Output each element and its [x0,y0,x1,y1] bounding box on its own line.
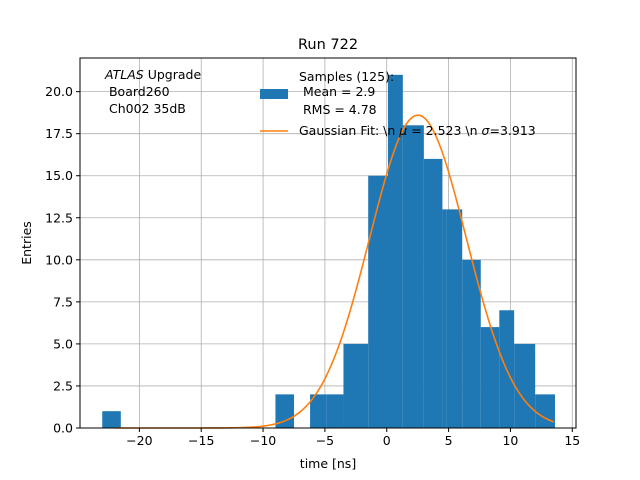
y-tick-label: 0.0 [53,421,73,436]
plot-frame [79,57,577,429]
legend-samples-rms: RMS = 4.78 [299,102,377,117]
histogram-bar [402,125,424,428]
histogram-bar [310,394,327,428]
histogram-bar [343,343,369,428]
histogram-bar [423,158,443,428]
atlas-annotation: ATLAS Upgrade Board260 Ch002 35dB [104,67,201,116]
y-tick-label: 12.5 [45,210,73,225]
legend-fit-mu: μ [398,123,407,138]
legend: Samples (125): Mean = 2.9 RMS = 4.78 Gau… [260,69,536,138]
atlas-annotation-channel: Ch002 35dB [105,101,186,116]
y-axis-ticks: 0.0 2.5 5.0 7.5 10.0 12.5 15.0 17.5 20.0 [45,84,80,436]
y-tick-label: 15.0 [45,168,73,183]
y-axis-label: Entries [19,221,34,265]
x-tick-label: 15 [564,433,580,448]
legend-fit-prefix: Gaussian Fit: \n [299,123,399,138]
histogram-bar [326,394,344,428]
histogram-bar [368,175,388,428]
x-tick-label: −20 [126,433,152,448]
legend-fit-label: Gaussian Fit: \n μ = 2.523 \n σ=3.913 [299,123,536,138]
legend-fit-mid: = 2.523 \n [407,123,481,138]
histogram-bar [462,259,481,428]
histogram-bar [446,209,463,428]
histogram-bar [480,327,500,428]
x-axis-ticks: −20 −15 −10 −5 0 5 10 15 [126,428,580,448]
x-tick-label: −15 [188,433,214,448]
y-tick-label: 10.0 [45,252,73,267]
legend-samples-mean: Mean = 2.9 [299,84,375,99]
y-tick-label: 20.0 [45,84,73,99]
x-tick-label: −5 [316,433,334,448]
y-tick-label: 2.5 [53,378,73,393]
histogram-bar [387,74,403,429]
y-tick-label: 7.5 [53,294,73,309]
x-axis-label: time [ns] [300,456,356,471]
atlas-upgrade-label: Upgrade [144,67,202,82]
histogram-bar [442,209,447,428]
x-tick-label: 0 [383,433,391,448]
legend-samples-swatch [260,89,288,99]
histogram-bar [514,343,536,428]
histogram-bar [535,394,555,428]
x-tick-label: 10 [502,433,518,448]
y-tick-label: 17.5 [45,126,73,141]
legend-samples-line1: Samples (125): [299,69,394,84]
x-tick-label: 5 [445,433,453,448]
legend-fit-sigma: σ [482,123,491,138]
histogram-bar [102,411,121,428]
atlas-annotation-board: Board260 [105,84,170,99]
atlas-label: ATLAS [104,67,144,82]
chart-title: Run 722 [298,37,358,53]
atlas-annotation-line1: ATLAS Upgrade [104,67,201,82]
legend-fit-suffix: =3.913 [489,123,535,138]
x-tick-label: −10 [250,433,276,448]
y-tick-label: 5.0 [53,336,73,351]
